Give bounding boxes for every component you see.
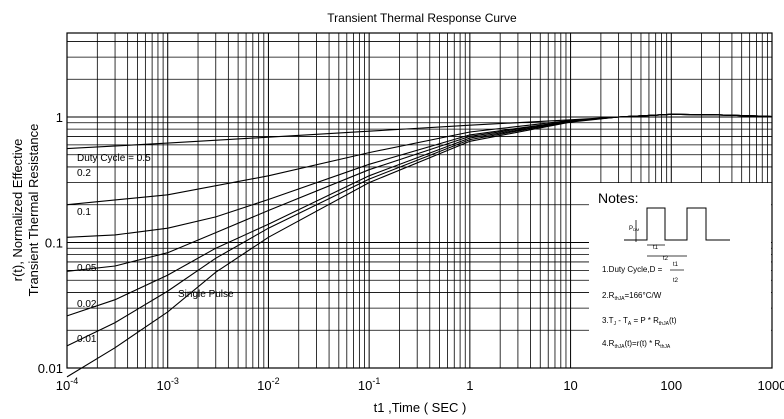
chart-title: Transient Thermal Response Curve [327, 11, 517, 25]
x-tick-label: 10-1 [358, 376, 380, 393]
y-tick-label: 0.01 [38, 361, 63, 376]
note-1: 1.Duty Cycle,D = [602, 265, 663, 274]
x-tick-label: 1 [466, 378, 473, 393]
note-3: 3.TJ - TA = P * RthJA(t) [602, 316, 677, 327]
pdm-label: P [629, 226, 633, 232]
notes-title: Notes: [598, 190, 638, 206]
y-tick-label: 1 [56, 110, 63, 125]
series-label-3: 0.05 [77, 263, 97, 274]
x-tick-label: 10-3 [156, 376, 178, 393]
x-axis-ticks: 10-4 10-3 10-2 10-1 1 10 100 1000 [56, 376, 784, 393]
series-label-2: 0.1 [77, 207, 91, 218]
series-labels: Duty Cycle = 0.5 0.2 0.1 0.05 0.02 0.01 Single… [77, 153, 234, 345]
y-axis-label-line1: r(t), Normalized Effective [10, 139, 25, 282]
x-tick-label: 10-2 [257, 376, 279, 393]
series-line-6 [66, 113, 773, 378]
x-tick-label: 10 [563, 378, 577, 393]
series-label-4: 0.02 [77, 299, 97, 310]
pdm-sub: DM [633, 227, 639, 232]
x-axis-label: t1 ,Time ( SEC ) [374, 400, 467, 415]
y-axis-label-line2: Transient Thermal Resistance [26, 124, 41, 297]
grid [66, 33, 772, 369]
series-line-0 [66, 113, 773, 150]
series-label-5: 0.01 [77, 334, 97, 345]
note-2: 2.RthJA=166°C/W [602, 291, 662, 302]
notes-background [589, 183, 771, 368]
note-1-numerator: t1 [673, 262, 679, 268]
pulse-waveform [624, 207, 730, 241]
curves [66, 113, 773, 378]
note-1-denominator: t2 [673, 278, 679, 284]
x-tick-label: 1000 [758, 378, 784, 393]
note-4: 4.RthJA(t)=r(t) * RthJA [602, 339, 671, 350]
series-label-0: Duty Cycle = 0.5 [77, 153, 151, 164]
x-tick-label: 100 [660, 378, 682, 393]
y-axis-ticks: 1 0.1 0.01 [38, 110, 63, 376]
plot-frame [66, 32, 773, 369]
t1-label: t1 [653, 245, 659, 251]
x-tick-label: 10-4 [56, 376, 78, 393]
series-label-6: Single Pulse [178, 289, 234, 300]
y-tick-label: 0.1 [45, 236, 63, 251]
series-label-1: 0.2 [77, 168, 91, 179]
t2-label: t2 [663, 256, 669, 262]
